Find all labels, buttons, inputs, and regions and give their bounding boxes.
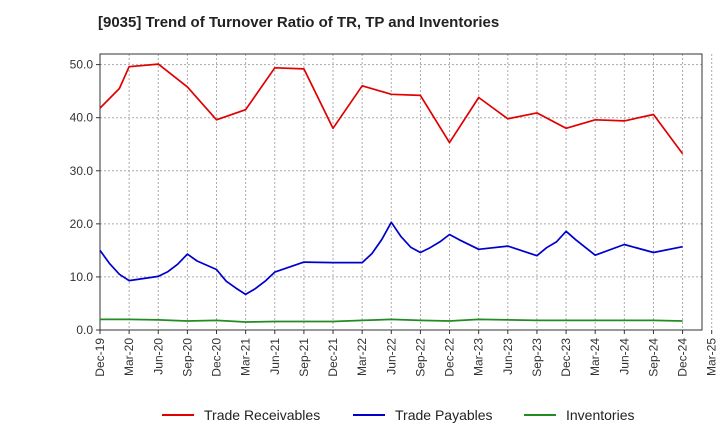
x-tick-label: Jun-23	[501, 338, 515, 375]
legend-label: Trade Payables	[395, 407, 493, 423]
x-tick-label: Jun-22	[384, 338, 398, 375]
x-tick-label: Dec-23	[559, 338, 573, 377]
y-tick-label: 30.0	[70, 164, 94, 178]
x-tick-label: Mar-25	[705, 338, 719, 376]
series-layer	[99, 63, 684, 323]
x-tick-label: Mar-21	[239, 338, 253, 376]
x-tick-label: Mar-23	[472, 338, 486, 376]
series-line-trade-receivables	[99, 63, 684, 155]
legend-label: Inventories	[566, 407, 634, 423]
x-tick-label: Dec-19	[93, 338, 107, 377]
y-tick-label: 0.0	[76, 323, 93, 337]
x-tick-label: Jun-21	[268, 338, 282, 375]
x-tick-label: Sep-20	[180, 338, 194, 377]
x-tick-label: Sep-22	[413, 338, 427, 377]
chart-title: [9035] Trend of Turnover Ratio of TR, TP…	[98, 14, 500, 31]
x-tick-label: Dec-22	[443, 338, 457, 377]
series-line-trade-payables	[99, 221, 683, 296]
x-tick-label: Mar-20	[122, 338, 136, 376]
series-line-inventories	[100, 318, 683, 323]
x-tick-label: Jun-24	[617, 338, 631, 375]
y-tick-label: 50.0	[70, 58, 94, 72]
x-tick-label: Mar-22	[355, 338, 369, 376]
x-tick-label: Mar-24	[588, 338, 602, 376]
y-tick-label: 20.0	[70, 217, 94, 231]
y-tick-label: 10.0	[70, 270, 94, 284]
plot-frame	[99, 53, 703, 331]
x-tick-label: Dec-24	[676, 338, 690, 377]
x-tick-label: Sep-24	[646, 338, 660, 377]
x-tick-label: Sep-23	[530, 338, 544, 377]
x-tick-label: Sep-21	[297, 338, 311, 377]
y-tick-label: 40.0	[70, 111, 94, 125]
legend-label: Trade Receivables	[204, 407, 320, 423]
tick-layer: Dec-19 Mar-20 Jun-20 Sep-20 Dec-20 Mar-21 Jun-…	[70, 58, 719, 377]
x-tick-label: Dec-20	[210, 338, 224, 377]
legend: Trade Receivables Trade Payables Inventori…	[162, 407, 634, 423]
x-tick-label: Jun-20	[151, 338, 165, 375]
x-tick-label: Dec-21	[326, 338, 340, 377]
